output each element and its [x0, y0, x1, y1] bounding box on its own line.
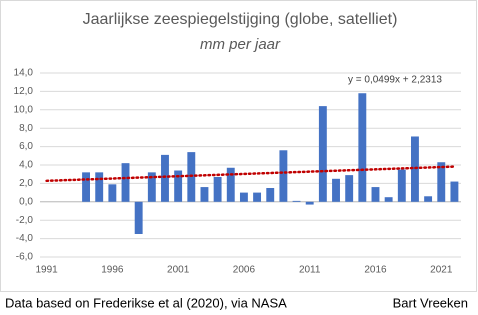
bar	[161, 154, 169, 202]
y-tick-label: -4,0	[16, 233, 34, 244]
bar	[147, 172, 156, 202]
bar	[332, 178, 340, 202]
x-tick-label: 1991	[35, 265, 58, 276]
bar	[200, 187, 209, 202]
y-tick-label: -2,0	[16, 215, 34, 226]
x-tick-label: 2021	[430, 265, 453, 276]
y-tick-label: 10,0	[14, 104, 34, 115]
y-tick-label: 12,0	[14, 86, 34, 97]
x-tick-label: 2016	[364, 265, 387, 276]
bar	[95, 172, 104, 202]
bar	[213, 176, 222, 202]
bar	[305, 201, 314, 205]
bar	[345, 175, 354, 202]
y-tick-label: 8,0	[19, 123, 33, 134]
bar	[450, 181, 459, 202]
footer-author: Bart Vreeken	[393, 295, 468, 310]
bar	[411, 136, 419, 202]
bar	[424, 196, 433, 202]
trendline-label: y = 0,0499x + 2,2313	[348, 75, 442, 86]
y-tick-label: 0,0	[19, 196, 33, 207]
chart-title: Jaarlijkse zeespiegelstijging (globe, sa…	[83, 11, 398, 28]
trendline	[45, 165, 456, 183]
bar	[134, 201, 143, 234]
bar	[279, 150, 288, 202]
chart-frame	[0, 0, 477, 292]
bar	[384, 197, 393, 202]
bar	[318, 106, 327, 202]
chart-subtitle: mm per jaar	[200, 36, 281, 53]
x-tick-label: 1996	[101, 265, 124, 276]
y-tick-label: 2,0	[19, 178, 33, 189]
bar	[437, 162, 446, 202]
bar	[266, 188, 275, 202]
bar	[226, 167, 235, 202]
bar	[358, 93, 367, 202]
bar	[82, 172, 90, 202]
bar	[121, 163, 130, 202]
bar	[174, 170, 183, 202]
bar	[108, 184, 117, 202]
bar	[239, 192, 248, 202]
x-tick-label: 2001	[167, 265, 190, 276]
y-tick-label: 6,0	[19, 141, 33, 152]
bar	[253, 192, 262, 202]
bar	[397, 169, 406, 202]
x-tick-label: 2011	[299, 265, 321, 276]
footer-source: Data based on Frederikse et al (2020), v…	[5, 295, 287, 310]
y-tick-label: 4,0	[19, 160, 33, 171]
bar	[292, 200, 301, 202]
y-tick-label: 14,0	[14, 68, 34, 79]
bar	[371, 187, 380, 202]
y-tick-label: -6,0	[16, 252, 34, 263]
x-tick-label: 2006	[233, 265, 256, 276]
